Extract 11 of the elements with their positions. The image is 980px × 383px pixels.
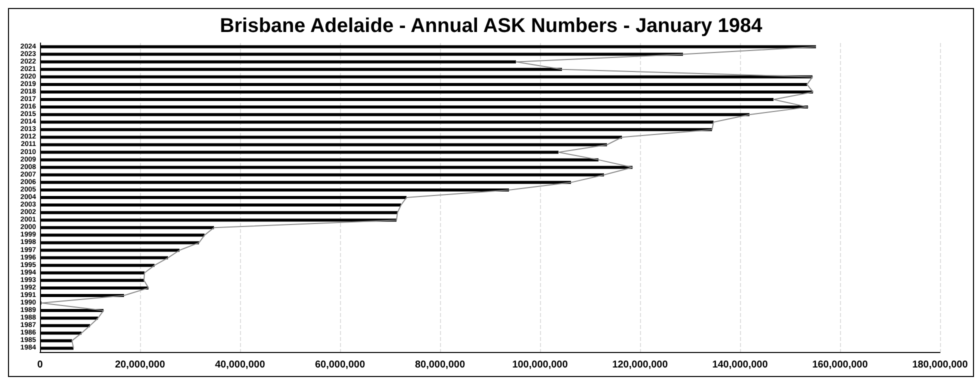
x-tick-label: 140,000,000 xyxy=(712,360,768,370)
x-tick-label: 100,000,000 xyxy=(512,360,568,370)
chart-title: Brisbane Adelaide - Annual ASK Numbers - January 1984 xyxy=(220,15,764,37)
x-tick-label: 40,000,000 xyxy=(214,360,266,370)
x-tick-label: 0 xyxy=(37,360,44,370)
x-tick-label: 120,000,000 xyxy=(612,360,668,370)
x-tick-label: 20,000,000 xyxy=(114,360,166,370)
x-tick-label: 160,000,000 xyxy=(812,360,868,370)
x-tick-label: 60,000,000 xyxy=(314,360,366,370)
x-tick-label: 80,000,000 xyxy=(414,360,466,370)
x-tick-label: 180,000,000 xyxy=(912,360,968,370)
